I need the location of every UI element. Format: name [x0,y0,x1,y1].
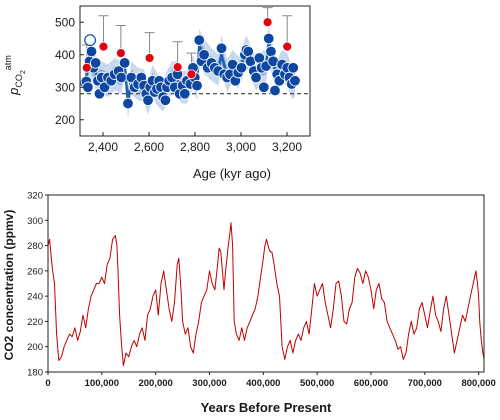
y-tick-label: 200 [55,113,75,127]
y-tick-label: 180 [27,368,43,379]
y-axis-label: CO2 concentration (ppmv) [2,210,16,361]
highlighted-point [144,53,155,63]
open-points [84,34,97,47]
y-label-main: p [6,88,21,96]
y-axis-ticks: 200 300 400 500 [55,15,84,127]
x-tick-label: 300,000 [192,378,226,389]
svg-text:pCO2atm: pCO2 atm [3,55,27,96]
data-point [269,84,281,97]
y-tick-label: 300 [55,80,75,94]
data-point [250,71,262,84]
y-tick-label: 500 [55,15,75,29]
x-tick-label: 100,000 [85,378,119,389]
x-tick-label: 400,000 [246,378,280,389]
data-point [265,45,277,58]
data-point [263,32,275,45]
y-tick-label: 320 [27,191,43,202]
x-tick-label: 3,000 [226,140,256,154]
x-tick-label: 800,000 [461,378,495,389]
x-tick-label: 200,000 [138,378,172,389]
y-label-sub: CO [14,74,24,88]
highlighted-point [186,69,197,80]
data-point [122,97,134,110]
data-point [198,49,210,61]
highlighted-point [98,41,109,52]
y-tick-label: 200 [27,342,43,353]
y-tick-label: 240 [27,292,43,303]
x-axis-label: Years Before Present [201,400,332,415]
y-tick-label: 260 [27,266,43,277]
bottom-chart: 180 200 220 240 260 280 300 320 0 100,000 200,000… [2,191,496,416]
data-point [191,79,203,92]
data-point [258,81,270,93]
data-point [89,57,102,69]
data-point [287,62,299,74]
data-points [79,32,301,110]
highlighted-point [81,62,92,73]
x-tick-label: 700,000 [408,378,442,389]
data-point [82,81,94,93]
y-tick-label: 300 [27,216,43,227]
y-label-sub2: 2 [20,70,27,74]
x-tick-label: 3,200 [272,140,302,154]
y-tick-label: 400 [55,48,75,62]
data-point [289,75,301,87]
data-point [179,88,191,100]
x-tick-label: 2,800 [180,140,210,154]
x-tick-label: 600,000 [354,378,388,389]
y-axis-ticks: 180 200 220 240 260 280 300 320 [27,191,48,379]
y-tick-label: 220 [27,317,43,328]
data-point [142,94,154,106]
x-axis-ticks: 2,400 2,600 2,800 3,000 3,200 [88,132,302,154]
plot-frame [47,194,485,373]
open-point [84,34,97,47]
data-point [118,57,131,69]
data-point [159,94,172,106]
data-point [215,42,228,54]
data-point [235,62,248,74]
co2-polyline [47,222,485,367]
highlighted-point [262,17,273,28]
data-point [242,45,254,58]
y-tick-label: 280 [27,241,43,252]
data-point [115,71,127,84]
x-tick-label: 500,000 [300,378,334,389]
co2-series-line [47,222,485,367]
highlighted-point [115,48,126,59]
y-axis-label: pCO2 atm [3,55,27,96]
y-label-sup: atm [3,55,13,70]
x-tick-label: 0 [45,378,50,389]
highlighted-points [81,17,293,80]
x-axis-ticks: 0 100,000 200,000 300,000 400,000 500,000 600,… [45,372,496,389]
top-chart: 200 300 400 500 2,400 2,600 2,800 3,000 3,200 A… [3,5,311,181]
data-point [85,45,98,58]
x-tick-label: 2,600 [134,140,164,154]
x-axis-label: Age (kyr ago) [193,166,271,181]
data-point [193,34,205,46]
highlighted-point [282,41,293,52]
highlighted-point [172,62,183,72]
x-tick-label: 2,400 [88,140,118,154]
